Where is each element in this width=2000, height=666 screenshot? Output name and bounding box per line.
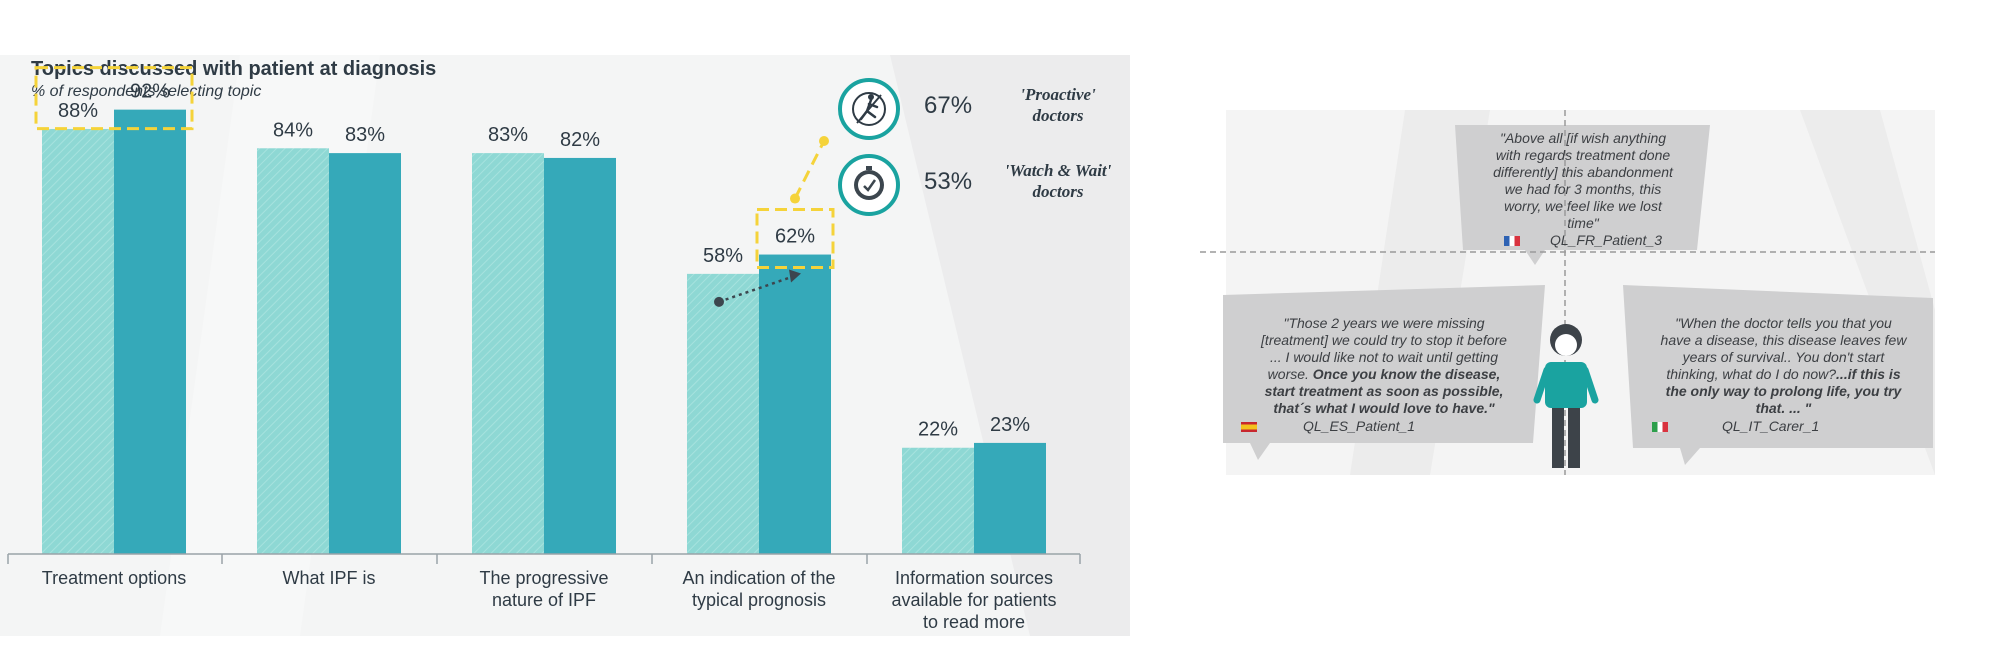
- person-icon: [1533, 324, 1599, 468]
- spain-flag-icon: [1241, 422, 1257, 433]
- quotes-panel: "Above all [if wish anything with regards…: [1200, 110, 1935, 475]
- quote-line: "Above all [if wish anything: [1499, 130, 1667, 146]
- bar-1-series-0: [257, 148, 329, 554]
- bar-3-series-1: [759, 254, 831, 555]
- quote-line: ... I would like not to wait until getti…: [1269, 349, 1498, 365]
- quote-line: with regards treatment done: [1495, 147, 1671, 163]
- quotes-background: [1200, 110, 1935, 475]
- value-label-4-1: 23%: [990, 414, 1030, 436]
- connector-end-dot: [819, 136, 829, 146]
- category-label-2-0: The progressive: [479, 568, 608, 588]
- trend-arrow-head: [789, 269, 801, 283]
- quote-right: "When the doctor tells you that you have …: [1636, 315, 1931, 435]
- value-label-2-0: 83%: [488, 124, 528, 146]
- proactive-label: 'Proactive' doctors: [1020, 85, 1096, 125]
- value-label-1-1: 83%: [345, 124, 385, 146]
- category-label-4-0: Information sources: [895, 568, 1053, 588]
- category-label-0-0: Treatment options: [42, 568, 186, 588]
- doctor-cycling-icon: [838, 78, 900, 140]
- quote-line: years of survival.. You don't start: [1682, 349, 1885, 365]
- value-label-4-0: 22%: [918, 419, 958, 441]
- category-label-4-1: available for patients: [891, 590, 1056, 610]
- italy-flag-icon: [1652, 422, 1668, 433]
- connector-line: [793, 140, 826, 200]
- quote-line: we had for 3 months, this: [1504, 181, 1662, 197]
- value-label-3-0: 58%: [703, 245, 743, 267]
- quote-line: start treatment as soon as possible,: [1264, 383, 1504, 399]
- quote-line: differently] this abandonment: [1493, 164, 1673, 180]
- quote-line: that. ... ": [1755, 400, 1812, 416]
- value-label-2-1: 82%: [560, 129, 600, 151]
- bar-4-series-0: [902, 447, 974, 554]
- quote-right-text: "When the doctor tells you that you have …: [1636, 315, 1931, 417]
- quote-line: have a disease, this disease leaves few: [1660, 332, 1907, 348]
- quote-line: the only way to prolong life, you try: [1665, 383, 1902, 399]
- bar-0-series-0: [42, 128, 114, 554]
- value-label-1-0: 84%: [273, 119, 313, 141]
- quote-line: [treatment] we could try to stop it befo…: [1261, 332, 1507, 348]
- quote-line: thinking, what do I do now?...if this is: [1666, 366, 1901, 382]
- quote-right-source: QL_IT_Carer_1: [1636, 418, 1931, 435]
- chart-subtitle: % of respondents selecting topic: [31, 83, 262, 100]
- quote-left-text: "Those 2 years we were missing [treatment…: [1225, 315, 1543, 417]
- quote-left-source: QL_ES_Patient_1: [1225, 418, 1543, 435]
- quote-line: that´s what I would love to have.": [1273, 400, 1495, 416]
- quote-line: worry, we feel like we lost: [1504, 198, 1662, 214]
- category-label-3-0: An indication of the: [682, 568, 835, 588]
- watch-wait-pct: 53%: [924, 168, 973, 195]
- quote-top: "Above all [if wish anything with regards…: [1458, 130, 1708, 249]
- quote-line: worse. Once you know the disease,: [1267, 366, 1501, 382]
- quote-top-source: QL_FR_Patient_3: [1458, 232, 1708, 249]
- clock-icon: [838, 154, 900, 216]
- bar-0-series-1: [114, 109, 186, 554]
- bar-3-series-0: [687, 273, 759, 554]
- bar-2-series-1: [544, 157, 616, 554]
- highlight-box-treatment: [34, 66, 194, 131]
- quote-line: time": [1567, 215, 1599, 231]
- highlight-box-prognosis: [755, 208, 835, 270]
- chart-title: Topics discussed with patient at diagnos…: [31, 58, 437, 80]
- france-flag-icon: [1503, 236, 1520, 247]
- chart-panel: Topics discussed with patient at diagnos…: [0, 55, 1130, 636]
- proactive-pct: 67%: [924, 92, 973, 119]
- value-label-3-1: 62%: [775, 226, 815, 248]
- category-label-2-1: nature of IPF: [492, 590, 596, 610]
- quote-top-text: "Above all [if wish anything with regards…: [1458, 130, 1708, 232]
- bar-1-series-1: [329, 153, 401, 555]
- category-label-3-1: typical prognosis: [692, 590, 826, 610]
- category-label-1-0: What IPF is: [282, 568, 375, 588]
- connector-start-dot: [790, 193, 800, 204]
- value-label-0-1: 92%: [130, 81, 170, 103]
- bar-2-series-0: [472, 153, 544, 555]
- bar-4-series-1: [974, 442, 1046, 554]
- quote-left: "Those 2 years we were missing [treatment…: [1225, 315, 1543, 435]
- value-label-0-0: 88%: [58, 100, 98, 122]
- category-label-4-2: to read more: [923, 612, 1025, 632]
- quote-line: "When the doctor tells you that you: [1675, 315, 1892, 331]
- trend-arrow-line: [718, 275, 794, 304]
- bar-chart: 88% 92% Treatment options 84% 83% What IPF is…: [7, 66, 1081, 632]
- watch-wait-label: 'Watch & Wait' doctors: [1004, 161, 1112, 201]
- quote-line: "Those 2 years we were missing: [1283, 315, 1485, 331]
